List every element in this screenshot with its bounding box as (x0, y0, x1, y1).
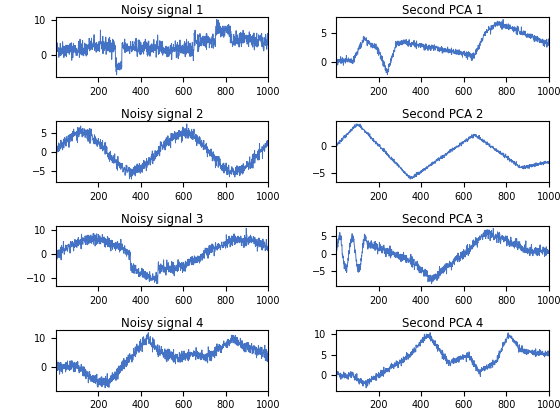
Title: Second PCA 1: Second PCA 1 (402, 4, 483, 17)
Title: Second PCA 4: Second PCA 4 (402, 317, 483, 330)
Title: Noisy signal 3: Noisy signal 3 (121, 213, 203, 226)
Title: Second PCA 3: Second PCA 3 (402, 213, 483, 226)
Title: Second PCA 2: Second PCA 2 (402, 108, 483, 121)
Title: Noisy signal 2: Noisy signal 2 (121, 108, 203, 121)
Title: Noisy signal 4: Noisy signal 4 (121, 317, 203, 330)
Title: Noisy signal 1: Noisy signal 1 (121, 4, 203, 17)
